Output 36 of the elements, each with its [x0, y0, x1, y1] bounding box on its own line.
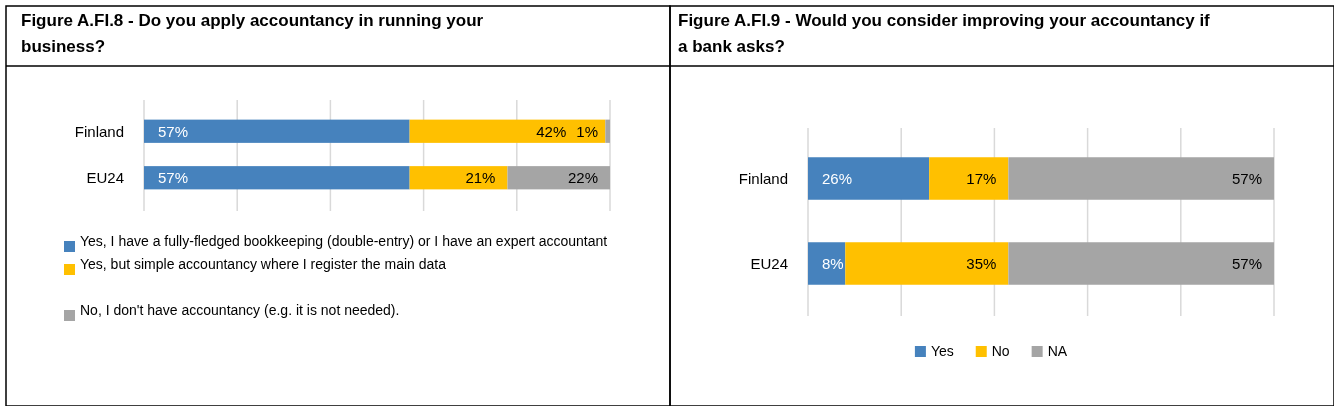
data-label: 22% [567, 169, 598, 186]
legend-label: No, I don't have accountancy (e.g. it is not needed). [80, 302, 400, 318]
bar [507, 166, 610, 190]
data-label: 1% [576, 122, 598, 140]
legend-label: Yes, but simple accountancy where I register the main data [80, 256, 447, 272]
legend-label: Yes [930, 342, 954, 359]
data-label: 17% [966, 169, 997, 187]
data-label: 57% [158, 122, 189, 140]
bar [929, 157, 1009, 200]
bar [605, 119, 610, 143]
data-label: 57% [1231, 254, 1262, 272]
bar [1008, 157, 1274, 200]
data-label: 26% [822, 169, 853, 187]
data-label: 42% [536, 122, 567, 140]
bar [144, 119, 410, 143]
chart-title: Figure A.FI.8 - Do you apply accountancy in running your business? [21, 11, 484, 56]
legend-label: Yes, I have a fully-fledged bookkeeping (double-entry) or I have an expert accountant [80, 233, 608, 249]
bar [845, 242, 1009, 285]
bar [808, 242, 846, 285]
data-label: 21% [465, 169, 496, 186]
y-tick-label: Finland [738, 169, 788, 187]
data-label: 57% [158, 169, 189, 186]
y-tick-label: EU24 [750, 254, 788, 272]
bar [409, 119, 606, 143]
bar [409, 166, 508, 190]
y-tick-label: EU24 [86, 169, 124, 186]
legend-label: No [991, 342, 1010, 359]
y-tick-label: Finland [74, 122, 124, 140]
data-label: 8% [822, 254, 844, 272]
bar [144, 166, 410, 190]
bar [1008, 242, 1274, 285]
chart-title: Figure A.FI.9 - Would you consider improving your accountancy if a bank asks? [678, 11, 1211, 56]
data-label: 35% [966, 254, 997, 272]
data-label: 57% [1231, 169, 1262, 187]
bar [808, 157, 930, 200]
legend-label: NA [1047, 342, 1068, 359]
